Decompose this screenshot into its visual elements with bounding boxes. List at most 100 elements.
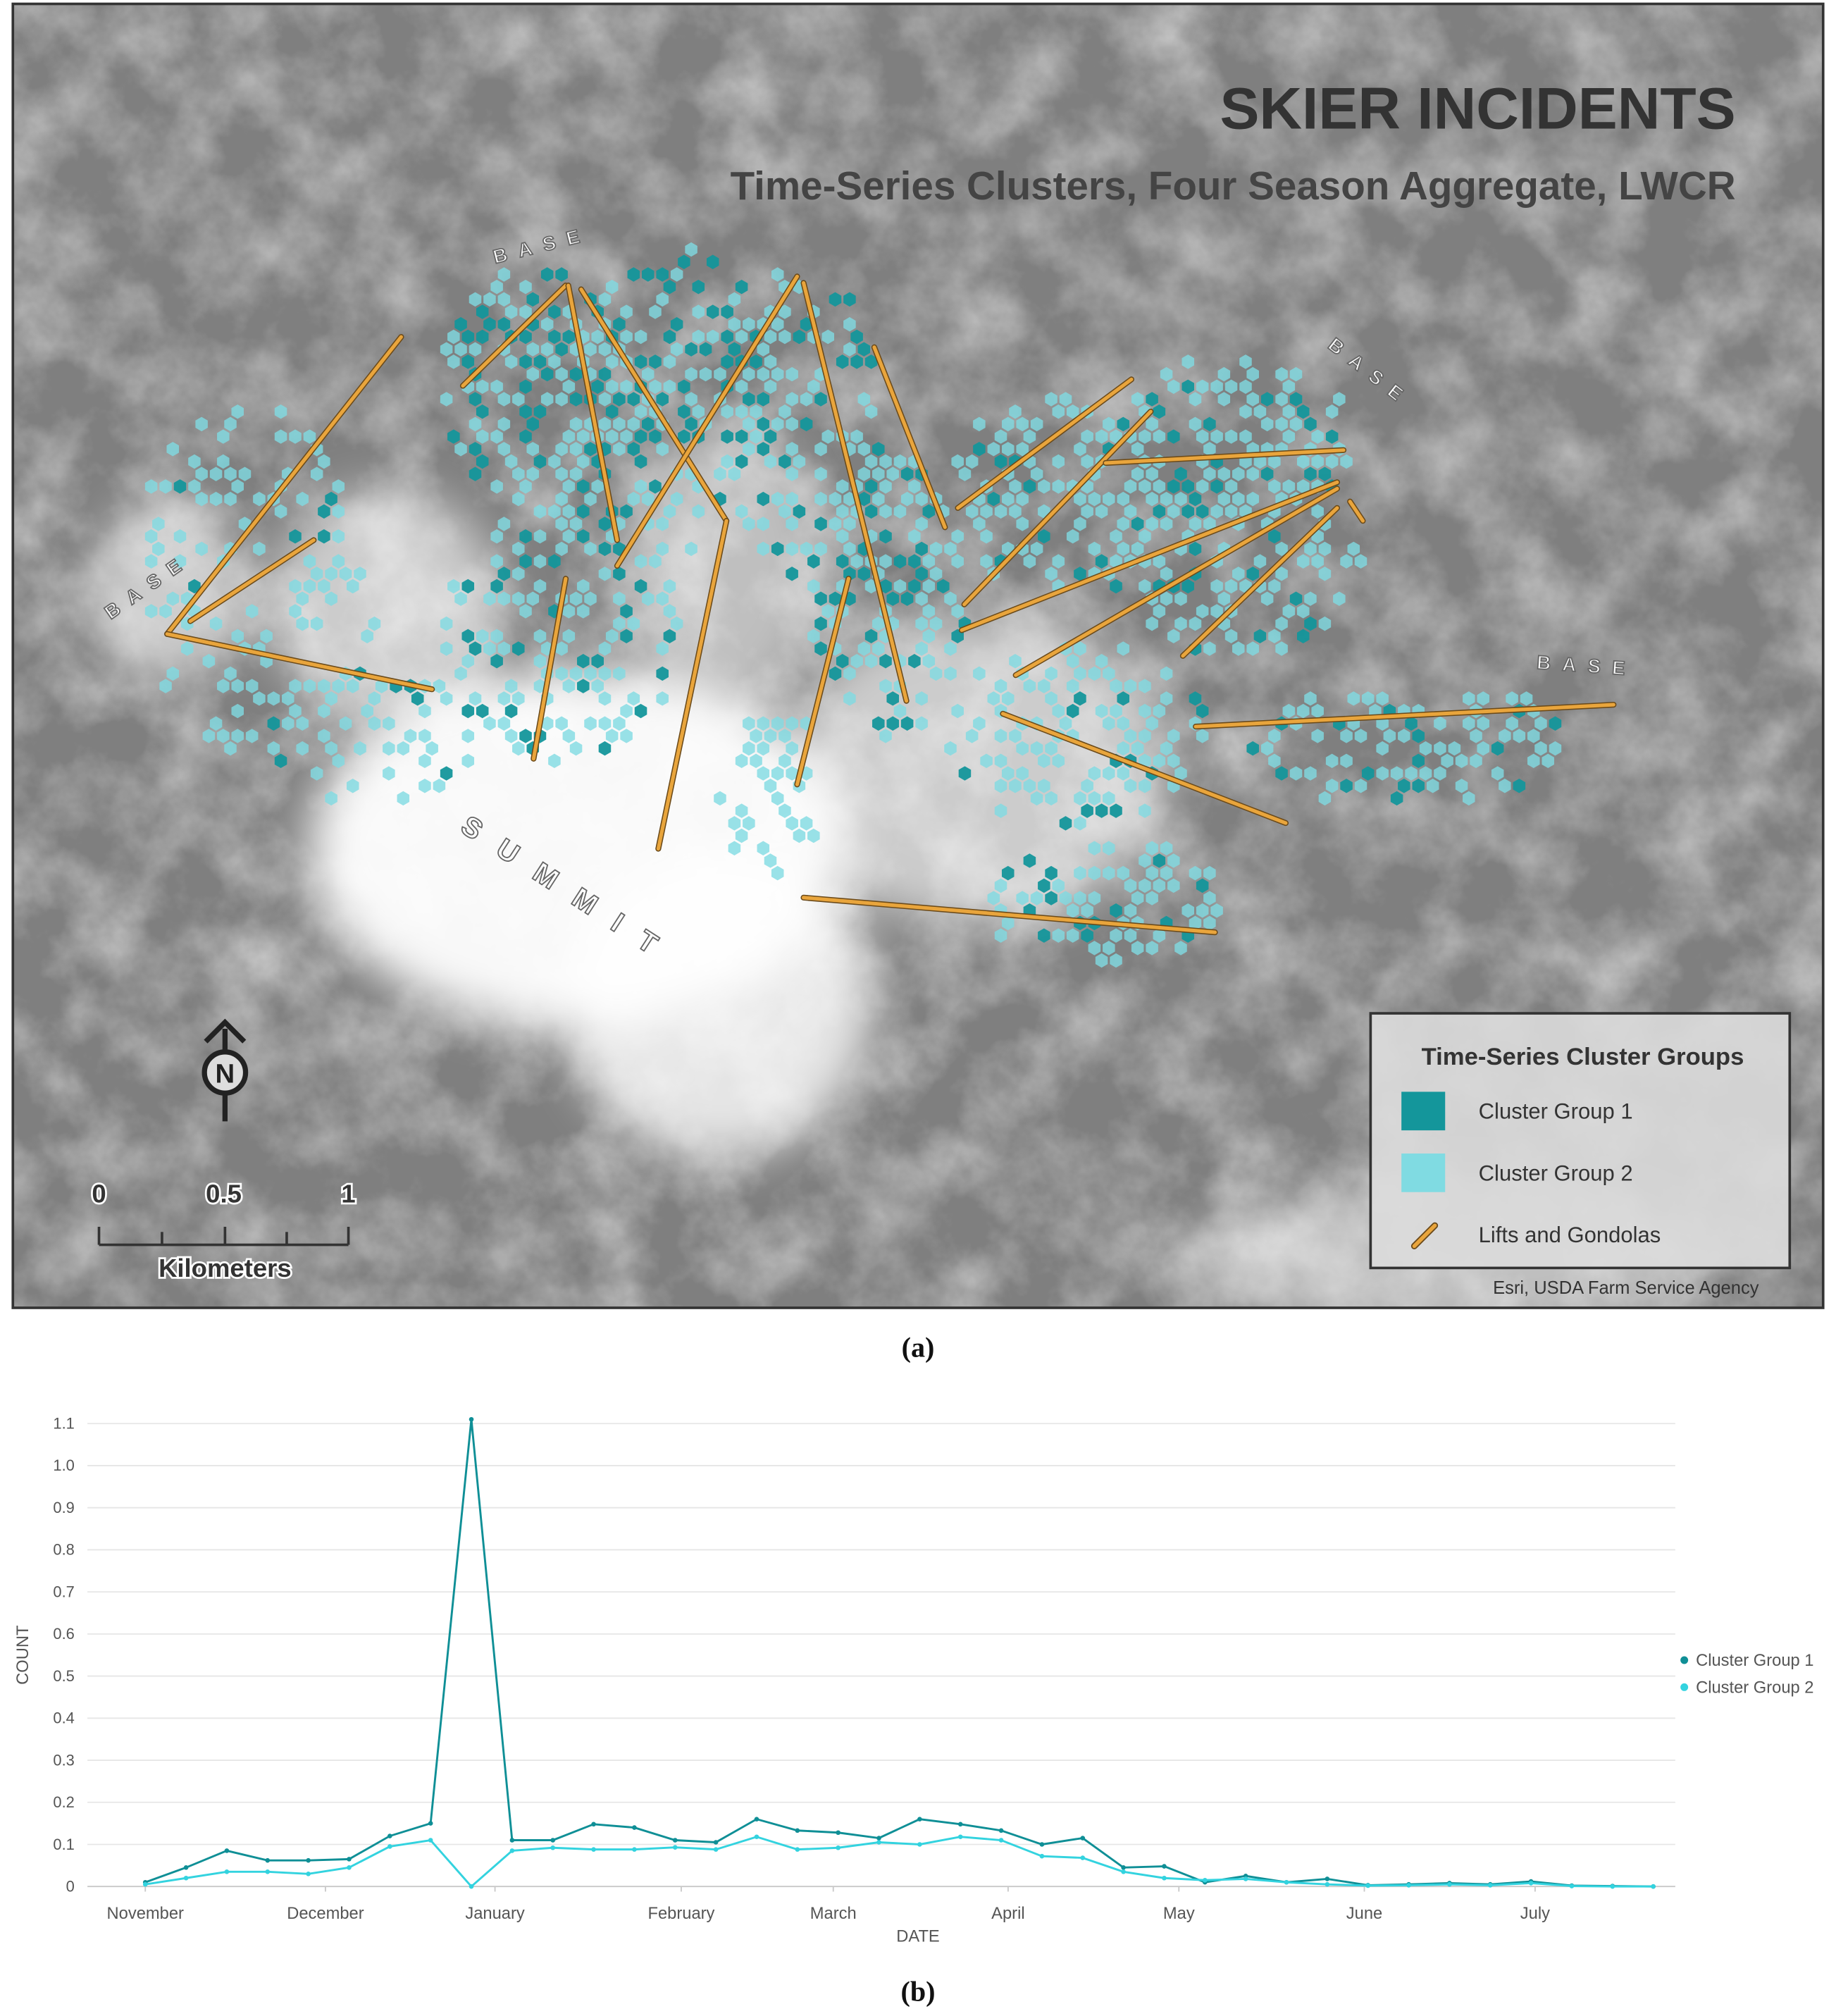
hex <box>426 741 438 756</box>
hex <box>1103 841 1115 855</box>
hex <box>533 528 547 544</box>
hex <box>843 541 856 557</box>
hex <box>1549 716 1562 731</box>
hex <box>779 753 791 769</box>
hex <box>289 579 302 594</box>
hex <box>829 292 842 307</box>
hex <box>1477 741 1489 756</box>
hex <box>1354 729 1367 743</box>
hex <box>1376 741 1389 756</box>
hex <box>1016 416 1029 432</box>
hex <box>318 729 330 743</box>
hex <box>497 517 511 531</box>
data-point <box>550 1838 556 1843</box>
hex <box>231 404 244 419</box>
hex <box>548 329 561 345</box>
hex <box>325 791 337 806</box>
hex <box>1052 479 1065 494</box>
hex <box>332 479 345 494</box>
hex <box>1139 853 1151 868</box>
hex <box>807 379 820 395</box>
hex <box>490 654 503 669</box>
hex <box>670 342 683 357</box>
hex <box>663 579 676 594</box>
hex <box>461 579 475 594</box>
hex <box>1167 504 1180 519</box>
hex <box>289 528 302 544</box>
hex <box>1088 491 1101 507</box>
hex <box>533 654 547 669</box>
caption: (b) <box>900 1976 935 2008</box>
hex <box>454 442 467 457</box>
x-tick-label: March <box>810 1905 857 1923</box>
hex <box>980 554 993 569</box>
hex <box>591 679 604 693</box>
hex <box>461 354 475 369</box>
hex <box>1153 554 1166 569</box>
hex <box>519 354 532 369</box>
hex <box>1117 641 1130 656</box>
hex <box>620 304 633 319</box>
data-point <box>1325 1881 1330 1887</box>
hex <box>1139 729 1151 743</box>
hex <box>469 442 482 457</box>
hex <box>1513 779 1526 793</box>
hex <box>325 491 337 507</box>
hex <box>764 329 777 345</box>
hex <box>555 541 568 557</box>
hex <box>440 691 453 706</box>
hex <box>1052 454 1065 469</box>
hex <box>771 416 784 432</box>
hex <box>533 629 547 644</box>
hex <box>1405 766 1418 781</box>
hex <box>1110 528 1122 544</box>
hex <box>1110 903 1122 918</box>
hex <box>857 392 871 407</box>
data-point <box>632 1847 637 1852</box>
data-point <box>387 1844 392 1849</box>
hex <box>202 654 216 669</box>
hex <box>1081 454 1093 469</box>
hex <box>289 429 302 444</box>
hex <box>1296 629 1310 644</box>
hex <box>1224 379 1238 395</box>
hex <box>1246 741 1259 756</box>
data-point <box>836 1845 841 1850</box>
hex <box>857 491 871 507</box>
hex <box>743 392 755 407</box>
hex <box>202 729 216 743</box>
hex <box>1023 429 1036 444</box>
hex <box>1203 891 1216 905</box>
hex <box>591 479 604 494</box>
hex <box>814 641 827 656</box>
hex <box>231 703 244 719</box>
hex <box>735 279 748 295</box>
hex <box>973 416 986 432</box>
hex <box>368 616 381 631</box>
hex <box>533 504 547 519</box>
hex <box>1239 354 1252 369</box>
hex <box>253 541 266 557</box>
x-tick-label: June <box>1346 1905 1382 1923</box>
legend-label: Cluster Group 1 <box>1479 1099 1633 1124</box>
hex <box>404 729 417 743</box>
hex <box>209 716 223 731</box>
hex <box>685 342 697 357</box>
hex <box>605 279 619 295</box>
hex <box>1340 454 1353 469</box>
hex <box>598 392 612 407</box>
hex <box>490 554 503 569</box>
hex <box>526 342 540 357</box>
hex <box>1340 729 1353 743</box>
hex <box>627 416 640 432</box>
hex <box>1066 528 1079 544</box>
hex <box>1016 741 1029 756</box>
hex <box>764 729 777 743</box>
hex <box>231 479 244 494</box>
hex <box>735 454 748 469</box>
hex <box>354 567 366 581</box>
hex <box>779 454 791 469</box>
hex <box>656 591 669 606</box>
hex <box>994 803 1007 818</box>
hex <box>951 554 964 569</box>
